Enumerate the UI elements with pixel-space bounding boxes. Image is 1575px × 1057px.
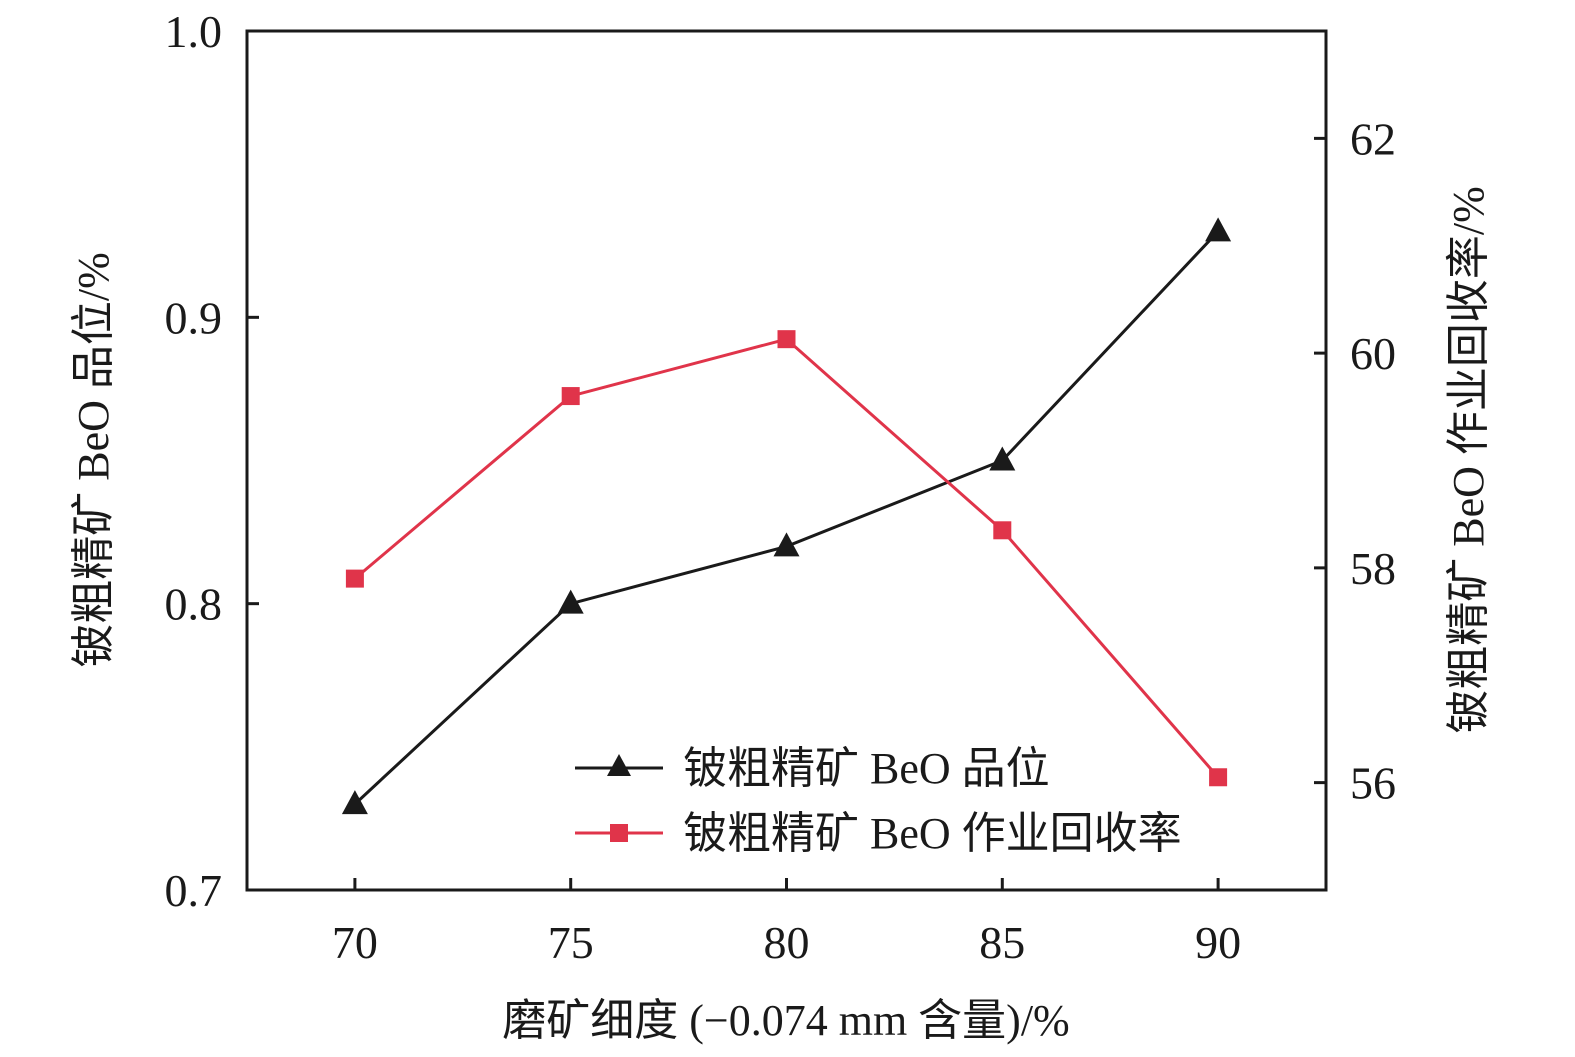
y-right-axis: 56 58 60 62 bbox=[1314, 113, 1396, 809]
x-tick-label: 85 bbox=[979, 917, 1025, 968]
y-left-tick-label: 0.8 bbox=[165, 579, 223, 630]
y-right-axis-title: 铍粗精矿 BeO 作业回收率/% bbox=[1444, 186, 1493, 734]
y-right-tick-label: 60 bbox=[1350, 328, 1396, 379]
data-point-triangle bbox=[989, 446, 1016, 471]
y-left-tick-label: 0.7 bbox=[165, 865, 223, 916]
legend-label-grade: 铍粗精矿 BeO 品位 bbox=[683, 744, 1050, 793]
y-left-tick-label: 0.9 bbox=[165, 292, 223, 343]
x-axis-title: 磨矿细度 (−0.074 mm 含量)/% bbox=[502, 996, 1069, 1045]
y-right-tick-label: 62 bbox=[1350, 113, 1396, 164]
y-left-tick-label: 1.0 bbox=[165, 6, 223, 57]
legend-label-recovery: 铍粗精矿 BeO 作业回收率 bbox=[683, 809, 1182, 858]
data-point-square bbox=[1209, 768, 1228, 787]
legend-marker-square bbox=[610, 824, 628, 842]
legend: 铍粗精矿 BeO 品位 铍粗精矿 BeO 作业回收率 bbox=[575, 744, 1182, 858]
series-line-2 bbox=[353, 337, 1220, 779]
data-point-triangle bbox=[341, 790, 368, 815]
data-point-triangle bbox=[1205, 217, 1232, 242]
x-axis: 70 75 80 85 90 bbox=[332, 878, 1241, 968]
y-left-axis-title: 铍粗精矿 BeO 品位/% bbox=[69, 252, 118, 668]
y-right-tick-label: 58 bbox=[1350, 543, 1396, 594]
data-point-square bbox=[777, 330, 796, 349]
legend-marker-triangle bbox=[607, 754, 631, 776]
data-point-triangle bbox=[773, 532, 800, 557]
x-tick-label: 70 bbox=[332, 917, 378, 968]
x-tick-label: 75 bbox=[548, 917, 594, 968]
data-point-square bbox=[993, 521, 1012, 540]
x-tick-label: 90 bbox=[1195, 917, 1241, 968]
series-line-1 bbox=[353, 230, 1220, 806]
y-right-tick-label: 56 bbox=[1350, 758, 1396, 809]
series-layer bbox=[341, 217, 1232, 815]
data-point-square bbox=[345, 569, 364, 588]
x-tick-label: 80 bbox=[764, 917, 810, 968]
legend-item-grade: 铍粗精矿 BeO 品位 bbox=[575, 744, 1050, 793]
data-point-triangle bbox=[557, 589, 584, 614]
legend-item-recovery: 铍粗精矿 BeO 作业回收率 bbox=[575, 809, 1182, 858]
data-point-square bbox=[561, 387, 580, 406]
y-left-axis: 0.7 0.8 0.9 1.0 bbox=[165, 6, 259, 916]
